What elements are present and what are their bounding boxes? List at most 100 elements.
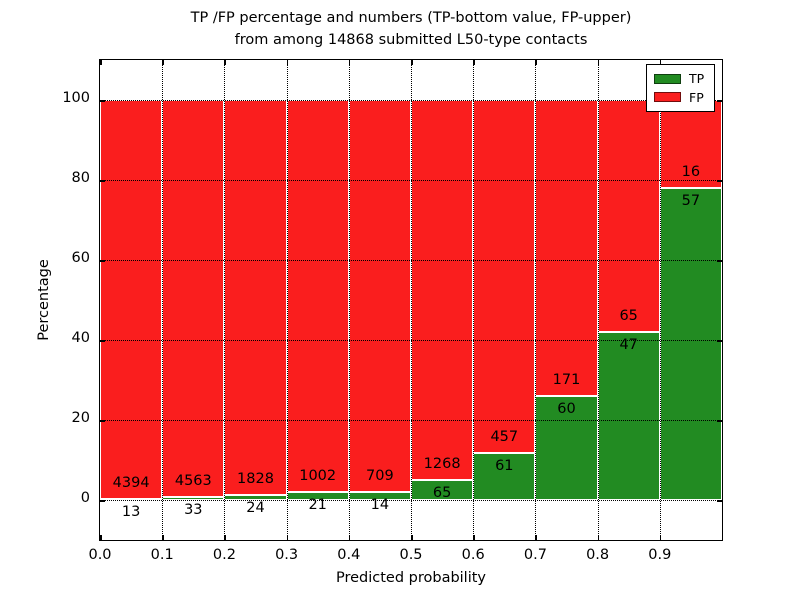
- v-gridline: [597, 60, 599, 540]
- fp-count-label: 4394: [112, 474, 150, 491]
- v-gridline: [162, 60, 164, 540]
- bar-segment-fp: [535, 100, 598, 397]
- x-tick-mark: [659, 535, 662, 540]
- x-tick-mark: [224, 535, 226, 540]
- fp-count-label: 457: [490, 428, 519, 445]
- x-tick-label: 0.3: [275, 547, 299, 563]
- bar-segment-fp: [411, 100, 474, 481]
- x-tick-label: 0.8: [586, 547, 610, 563]
- legend: TP FP: [646, 64, 715, 112]
- legend-entry-tp: TP: [647, 72, 714, 85]
- fp-count-label: 1268: [423, 456, 461, 473]
- tp-count-label: 61: [495, 457, 514, 474]
- x-tick-label: 0.4: [337, 547, 361, 563]
- y-tick-mark: [100, 500, 105, 502]
- tp-count-label: 47: [619, 337, 638, 354]
- y-tick-label: 80: [71, 170, 90, 186]
- fp-count-label: 1002: [299, 467, 337, 484]
- v-gridline: [348, 60, 350, 540]
- x-tick-mark: [535, 535, 537, 540]
- bar-segment-fp: [286, 100, 349, 492]
- x-tick-mark: [535, 60, 537, 65]
- tp-count-label: 57: [681, 192, 701, 209]
- x-tick-label: 0.2: [212, 547, 236, 563]
- y-tick-mark: [717, 180, 722, 182]
- x-tick-mark: [286, 535, 289, 540]
- tp-count-label: 14: [370, 497, 390, 514]
- bar-segment-tp: [535, 396, 598, 500]
- y-tick-mark: [717, 420, 722, 422]
- bar-segment-fp: [597, 100, 660, 333]
- x-tick-label: 0.6: [461, 547, 485, 563]
- y-tick-mark: [717, 260, 722, 262]
- x-tick-label: 0.7: [523, 547, 547, 563]
- bar-segment-fp: [100, 100, 163, 499]
- tp-count-label: 24: [246, 499, 265, 516]
- bar-segment-fp: [473, 100, 536, 453]
- x-tick-mark: [162, 535, 164, 540]
- bar-segment-tp: [473, 452, 536, 500]
- fp-count-label: 171: [552, 372, 581, 389]
- y-tick-mark: [100, 340, 105, 342]
- x-tick-mark: [473, 60, 475, 65]
- x-tick-label: 0.1: [150, 547, 174, 563]
- legend-swatch-tp-icon: [654, 73, 681, 84]
- y-tick-mark: [717, 500, 722, 502]
- legend-label-tp: TP: [689, 71, 705, 87]
- v-gridline: [535, 60, 537, 540]
- x-tick-label: 0.0: [88, 547, 112, 563]
- chart-title: TP /FP percentage and numbers (TP-bottom…: [100, 7, 722, 51]
- legend-entry-fp: FP: [647, 91, 714, 104]
- x-tick-mark: [348, 535, 351, 540]
- y-tick-mark: [100, 420, 105, 422]
- y-tick-label: 100: [62, 90, 90, 106]
- x-tick-mark: [100, 60, 102, 65]
- x-tick-mark: [473, 535, 475, 540]
- bar-segment-tp: [597, 332, 660, 500]
- tp-count-label: 21: [308, 496, 327, 513]
- bar-segment-tp: [659, 187, 722, 500]
- v-gridline: [473, 60, 475, 540]
- chart-title-line2: from among 14868 submitted L50-type cont…: [234, 32, 588, 48]
- x-tick-label: 0.9: [648, 547, 672, 563]
- chart-title-line1: TP /FP percentage and numbers (TP-bottom…: [190, 10, 632, 26]
- y-tick-mark: [717, 100, 722, 102]
- legend-label-fp: FP: [689, 89, 704, 105]
- v-gridline: [224, 60, 226, 540]
- legend-swatch-fp-icon: [654, 92, 681, 103]
- x-tick-mark: [348, 60, 351, 65]
- bar-segment-fp: [348, 100, 411, 493]
- fp-count-label: 4563: [174, 473, 212, 490]
- fp-count-label: 16: [681, 163, 701, 180]
- tp-count-label: 60: [557, 401, 576, 418]
- plot-area: 4394 13 4563 33 1828 24 1002 21 709 14 1268 65 457 61…: [100, 60, 722, 540]
- v-gridline: [659, 60, 661, 540]
- x-tick-mark: [224, 60, 226, 65]
- bar-segment-fp: [224, 100, 287, 495]
- v-gridline: [411, 60, 412, 540]
- tp-count-label: 13: [121, 503, 141, 520]
- y-tick-label: 60: [71, 250, 90, 266]
- x-tick-mark: [100, 535, 102, 540]
- y-tick-label: 20: [71, 410, 90, 426]
- y-tick-label: 0: [80, 490, 90, 506]
- bar-segment-fp: [162, 100, 225, 498]
- tp-count-label: 65: [432, 485, 452, 502]
- x-tick-mark: [162, 60, 164, 65]
- y-tick-mark: [717, 340, 722, 342]
- x-tick-label: 0.5: [399, 547, 423, 563]
- fp-count-label: 65: [619, 308, 638, 325]
- x-tick-mark: [286, 60, 289, 65]
- fp-count-label: 709: [366, 468, 394, 485]
- x-tick-mark: [597, 535, 600, 540]
- x-tick-mark: [659, 60, 662, 65]
- v-gridline: [286, 60, 288, 540]
- y-tick-label: 40: [71, 330, 90, 346]
- x-tick-mark: [411, 60, 413, 65]
- y-tick-mark: [100, 180, 105, 182]
- y-axis-label: Percentage: [36, 259, 52, 341]
- x-tick-mark: [411, 535, 413, 540]
- fp-count-label: 1828: [237, 470, 274, 487]
- x-axis-label: Predicted probability: [335, 570, 487, 586]
